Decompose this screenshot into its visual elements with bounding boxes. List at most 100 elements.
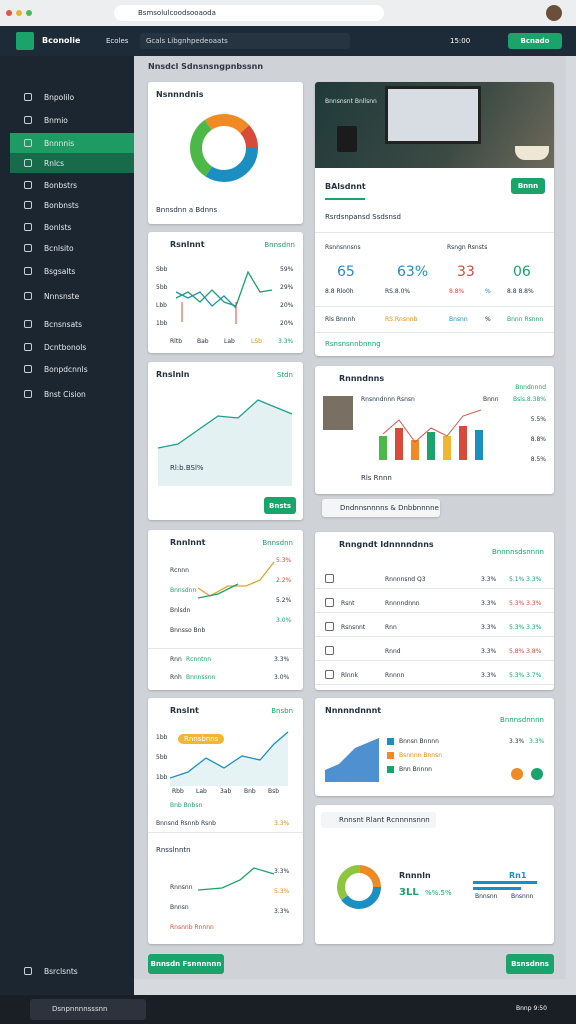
row-cell: % [485,316,491,323]
search[interactable]: Gcals Libgnhpedeoaats [140,33,350,49]
metric-sub: 8.8% [449,288,465,295]
row-icon [325,598,334,607]
avatar[interactable] [546,5,562,21]
icon [24,139,32,147]
label: Bsrclsnts [44,967,78,976]
pill: Rnnsnt Rlant Rcnnnnsnnn [321,812,436,828]
button[interactable]: Bnnn [511,178,545,194]
legend: Rls Rnnn [361,474,392,482]
sidebar-item[interactable]: Bonpdcnnls [10,359,134,379]
value: 8.8% [530,436,546,443]
link[interactable]: Rsnsnsnnbnnng [325,340,381,348]
bar-card: Rnnndnns Rnsnndnnn Rsnsn Bnnn Rls Rnnn B… [315,366,554,494]
row-cell: Bnnsnd Rsnnb Rsnb [156,820,216,827]
segment [337,865,381,909]
sidebar-item[interactable]: Nnnsnste [10,286,134,306]
sidebar-footer[interactable]: Bsrclsnts [10,961,134,981]
clock: Bnnp 9:50 [516,1005,547,1012]
donut-card: Rnnsnt Rlant Rcnnnnsnnn Rnnnln 3LL %%.5%… [315,805,554,944]
label: Bnmio [44,116,68,125]
metric: 65 [337,264,355,280]
bar [473,887,521,890]
sidebar-item[interactable]: Dcntbonols [10,337,134,357]
button[interactable]: Bnnsdn Fsnnnnnn [148,954,224,974]
metric: 33 [457,264,475,280]
segment [337,865,381,909]
pct: %%.5% [425,889,452,897]
card-footer: Bnnsdnn a Bdnns [156,206,218,214]
area-card: Nnnnndnnnt Bnnnsdnnnn Bnnsn Bnnnn Bsnnnn … [315,698,554,796]
button[interactable]: Bsnsdnns [506,954,554,974]
sidebar-item[interactable]: Bnmio [10,110,134,130]
segment [190,114,258,182]
row-cell: Bnnn Rsnnn [507,316,544,323]
header-button[interactable]: Bcnado [508,33,562,49]
note: Bnb Bnbsn [170,802,203,809]
taskbar-search[interactable]: Dsnpnnnnsssnn [30,999,146,1020]
sidebar-item[interactable]: Bcnlsito [10,238,134,258]
line-chart [198,561,275,599]
mug [337,126,357,152]
pill: Rnnsbnns [178,734,225,744]
pill[interactable]: Dndnnsnnnns & Dnbbnnnne [322,499,440,517]
line [158,399,293,449]
line [198,583,239,599]
nav-link[interactable]: Ecoles [106,37,129,45]
line-chart [176,270,273,324]
icon [24,320,32,328]
line [176,270,273,307]
search-text: Dsnpnnnnsssnn [52,1005,108,1013]
sidebar-item[interactable]: Bonlsts [10,217,134,237]
bar-chart [379,409,483,460]
label: Bsgsalts [44,267,76,276]
address-bar[interactable]: Bsmsolulcoodsooaoda [114,5,384,21]
row-label: Rnsnnb Rnnnn [170,924,214,931]
separator [315,588,554,589]
row-cell: Rcnntnn [186,656,212,663]
bar-top-label: Bnnn [483,396,499,403]
icon [24,365,32,373]
row-cell: 3.3% [481,648,497,655]
sidebar-item[interactable]: Bnnnnis [10,133,134,153]
sidebar-item[interactable]: Bnpolilo [10,87,134,107]
card-title: Nnnnndnnnt [325,706,382,715]
separator [315,306,554,307]
y-label: 5bb [156,754,168,761]
label: Bonpdcnnls [44,365,88,374]
url: Bsmsolulcoodsooaoda [138,9,216,17]
row-cell: 3.3% [481,624,497,631]
sidebar-item[interactable]: Rnlcs [10,153,134,173]
col-head: Rsngn Rsnsts [447,244,488,251]
sidebar-item[interactable]: Bonbstrs [10,175,134,195]
stat: 3LL [399,887,419,898]
row-cell: 3.0% [274,674,290,681]
sidebar-item[interactable]: Bnst Cision [10,384,134,404]
right-label: 20% [280,320,294,327]
metric: 06 [513,264,531,280]
row-value: 3.3% [274,868,290,875]
line-card: Rsnlnnt Bnnsdnn Sbb 5bb Lbb 1bb 59% 29% 20% 20%… [148,232,303,353]
x-label: Lab [224,338,235,345]
legend-swatch [387,766,394,773]
logo[interactable] [16,32,34,50]
card-title: Rnnlnnt [170,538,206,547]
y-label: 1bb [156,774,168,781]
sidebar-item[interactable]: Bcnsnsats [10,314,134,334]
row-value: 2.2% [276,577,292,584]
button[interactable]: Bnsts [264,497,296,514]
right-label: 29% [280,284,294,291]
legend-label: Bnn Bnnnn [399,766,432,773]
sidebar-item[interactable]: Bsgsalts [10,261,134,281]
row-cell: Bnsnn [449,316,468,323]
row-icon [325,670,334,679]
row-cell: Rnn [170,656,182,663]
row-name: Rsnt [341,600,355,607]
x-label: Bab [197,338,209,345]
metric: 63% [397,264,429,280]
sidebar-item[interactable]: Bonbnsts [10,195,134,215]
label: Bnnnnis [44,139,75,148]
separator [315,660,554,661]
icon [24,159,32,167]
dropdown[interactable]: Rsrdsnpansd Ssdsnsd [325,213,401,221]
